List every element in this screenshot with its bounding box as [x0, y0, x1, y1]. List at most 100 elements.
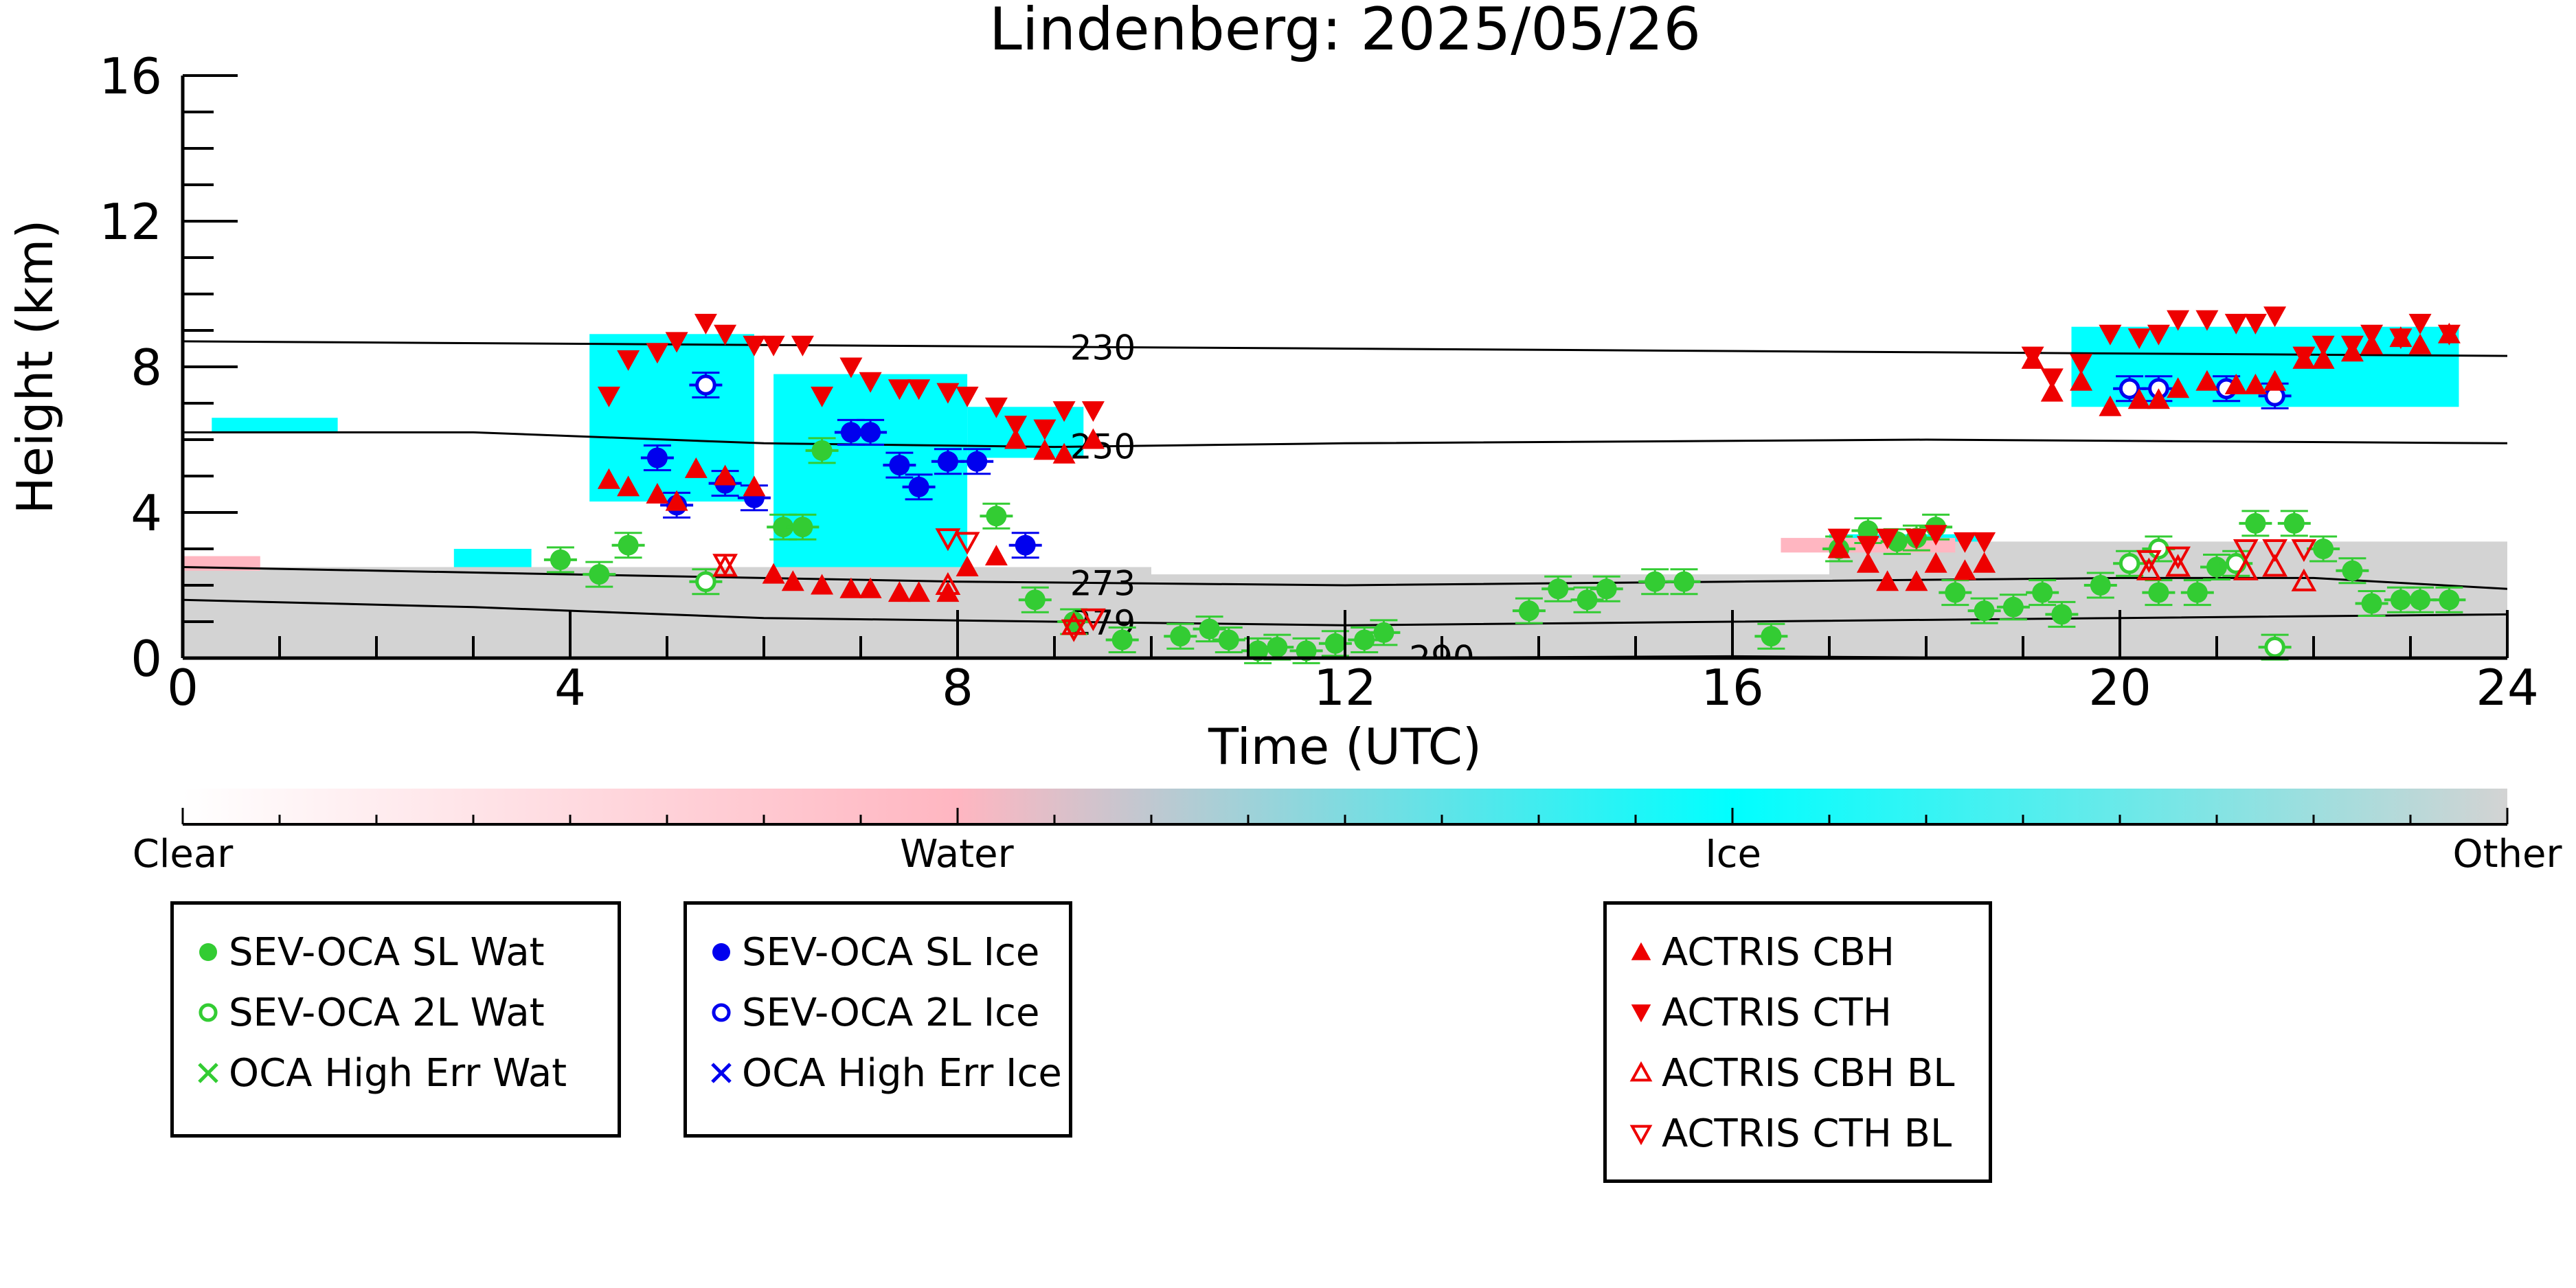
data-point — [2119, 552, 2140, 574]
data-point — [1373, 622, 1394, 643]
legend-entry-oca-high-err-ice: OCA High Err Ice — [706, 1049, 1062, 1097]
data-markers — [543, 306, 2466, 664]
data-point — [2090, 575, 2111, 596]
data-point — [2195, 310, 2219, 331]
data-point — [694, 313, 717, 335]
data-point — [743, 335, 766, 357]
data-point — [2292, 346, 2316, 368]
data-point — [792, 517, 813, 538]
x-tick-label: 4 — [554, 659, 586, 716]
data-point — [2291, 568, 2317, 591]
data-point — [714, 324, 737, 346]
data-point — [1296, 640, 1317, 662]
data-point — [743, 475, 766, 497]
series-actris-cbh — [597, 322, 2461, 602]
data-point — [1218, 629, 1239, 651]
axes: 0 4 8 12 16 0 4 8 12 16 20 24 — [99, 47, 2538, 716]
colorbar: Clear Water Ice Other — [133, 789, 2562, 877]
isotherm-230 — [183, 340, 2507, 357]
data-point — [2233, 557, 2259, 580]
data-point — [811, 440, 833, 461]
data-point — [2262, 539, 2287, 563]
data-point — [1827, 528, 1851, 550]
data-point — [2002, 596, 2024, 618]
data-point — [2195, 370, 2219, 391]
data-point — [936, 383, 960, 404]
data-point — [937, 451, 958, 472]
legend-entry-sev-oca-2l-ice: SEV-OCA 2L Ice — [706, 988, 1039, 1037]
legend-marker-icon — [199, 943, 217, 961]
legend-marker-icon — [1629, 1061, 1653, 1082]
x-axis-label: Time (UTC) — [1208, 718, 1482, 776]
series-actris-cth-bl — [712, 528, 2317, 642]
data-point — [2408, 333, 2432, 354]
data-point — [936, 581, 960, 602]
data-point — [986, 506, 1007, 527]
legend-label: ACTRIS CTH — [1662, 990, 1892, 1035]
legend-label: ACTRIS CBH BL — [1662, 1050, 1955, 1096]
data-point — [859, 577, 882, 598]
data-point — [762, 563, 785, 584]
data-point — [839, 357, 863, 379]
data-point — [2165, 546, 2191, 569]
data-point — [1953, 559, 1976, 580]
data-point — [1081, 428, 1105, 449]
legend-marker — [1631, 1004, 1651, 1023]
legend-marker — [199, 1003, 218, 1022]
data-point — [1905, 570, 1928, 591]
x-tick-label: 8 — [942, 659, 973, 716]
data-point — [597, 386, 620, 407]
legend-marker — [199, 943, 217, 961]
colorbar-label-water: Water — [900, 832, 1015, 877]
data-point — [1324, 633, 1346, 654]
data-point — [1876, 528, 1899, 550]
data-point — [2040, 368, 2064, 389]
legend-water: SEV-OCA SL Wat SEV-OCA 2L Wat OCA High Err… — [170, 901, 621, 1138]
data-point — [2224, 374, 2248, 394]
colorbar-label-clear: Clear — [133, 832, 234, 877]
legend-entry-sev-oca-2l-wat: SEV-OCA 2L Wat — [193, 988, 545, 1037]
data-point — [1081, 608, 1106, 631]
data-point — [935, 572, 961, 595]
data-point — [1856, 552, 1879, 573]
data-point — [954, 532, 980, 555]
data-point — [889, 455, 910, 476]
data-point — [1548, 578, 1569, 600]
data-point — [781, 570, 804, 591]
data-point — [791, 335, 814, 357]
data-point — [2312, 348, 2335, 369]
data-point — [967, 451, 988, 472]
data-point — [714, 464, 737, 486]
legend-marker-icon — [199, 1003, 218, 1022]
data-point — [1033, 419, 1057, 440]
data-point — [1973, 552, 1996, 573]
data-point — [2389, 328, 2413, 350]
data-point — [665, 332, 688, 353]
data-point — [695, 374, 716, 396]
data-point — [2360, 324, 2384, 346]
data-point — [618, 534, 639, 556]
colorbar-label-other: Other — [2452, 832, 2562, 877]
data-point — [2264, 636, 2285, 658]
legend-marker-icon — [1629, 1125, 1653, 1146]
data-point — [695, 571, 716, 592]
data-point — [2263, 370, 2287, 391]
data-point — [2021, 346, 2044, 368]
data-point — [1673, 571, 1695, 592]
data-point — [2167, 377, 2190, 398]
legend-marker-icon — [1631, 942, 1651, 960]
series-actris-cth — [597, 306, 2461, 557]
data-point — [2070, 354, 2093, 375]
data-point — [617, 350, 640, 371]
data-point — [811, 386, 834, 407]
x-tick-label: 16 — [1701, 659, 1764, 716]
isotherm-250 — [183, 431, 2507, 449]
legend-entry-sev-oca-sl-ice: SEV-OCA SL Ice — [706, 928, 1039, 976]
cloud-patch-ice — [212, 418, 338, 433]
legend-entry-actris-cth-bl: ACTRIS CTH BL — [1626, 1109, 1952, 1157]
y-tick-label: 4 — [131, 484, 162, 542]
data-point — [2410, 589, 2431, 611]
data-point — [956, 386, 979, 407]
data-point — [935, 528, 961, 552]
